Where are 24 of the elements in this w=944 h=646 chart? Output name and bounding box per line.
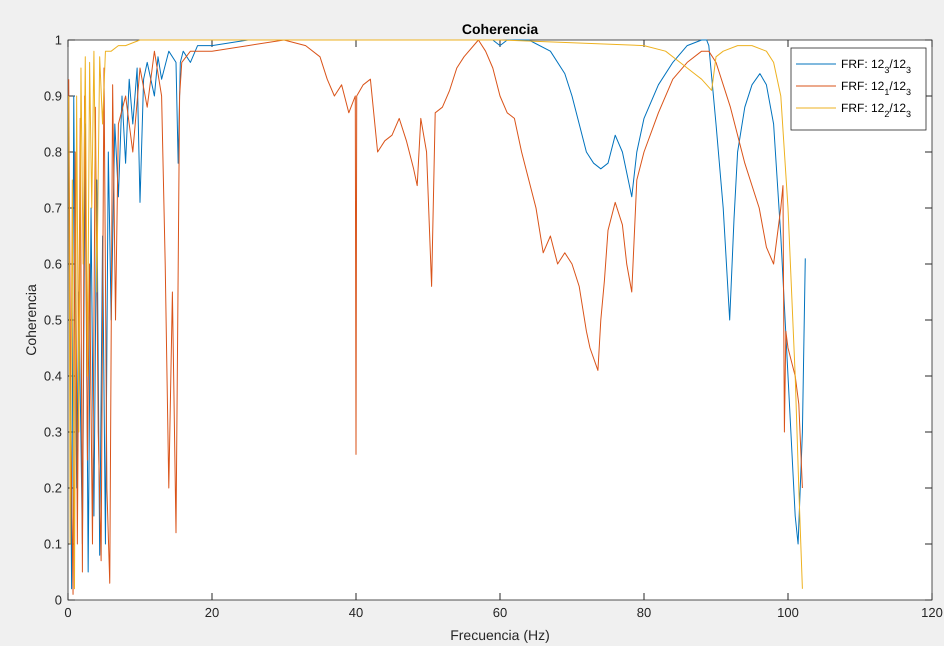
x-tick-label: 60 (492, 605, 508, 620)
chart-title: Coherencia (462, 21, 538, 37)
y-tick-label: 0.2 (44, 480, 62, 496)
y-tick-label: 0.6 (44, 256, 62, 272)
legend-label: FRF: 12$_{1}$/12$_{3}$ (841, 79, 912, 97)
x-tick-label: 0 (64, 605, 72, 620)
y-tick-label: 0.5 (44, 312, 62, 328)
x-tick-label: 80 (636, 605, 652, 620)
y-tick-label: 0.3 (44, 424, 62, 440)
x-tick-label: 20 (204, 605, 220, 620)
y-tick-label: 0.9 (44, 88, 62, 104)
y-tick-label: 0.8 (44, 144, 62, 160)
x-tick-label: 40 (348, 605, 364, 620)
y-tick-label: 0 (54, 592, 62, 608)
legend-label: FRF: 12$_{2}$/12$_{3}$ (841, 101, 912, 119)
y-axis-title: Coherencia (23, 284, 39, 356)
x-tick-label: 120 (921, 605, 943, 620)
x-axis-title: Frecuencia (Hz) (450, 627, 550, 643)
y-tick-label: 0.1 (44, 536, 62, 552)
x-tick-label: 100 (777, 605, 799, 620)
legend-label: FRF: 12$_{3}$/12$_{3}$ (841, 57, 912, 75)
y-tick-label: 0.7 (44, 200, 62, 216)
y-tick-label: 0.4 (44, 368, 62, 384)
y-tick-label: 1 (54, 32, 62, 48)
